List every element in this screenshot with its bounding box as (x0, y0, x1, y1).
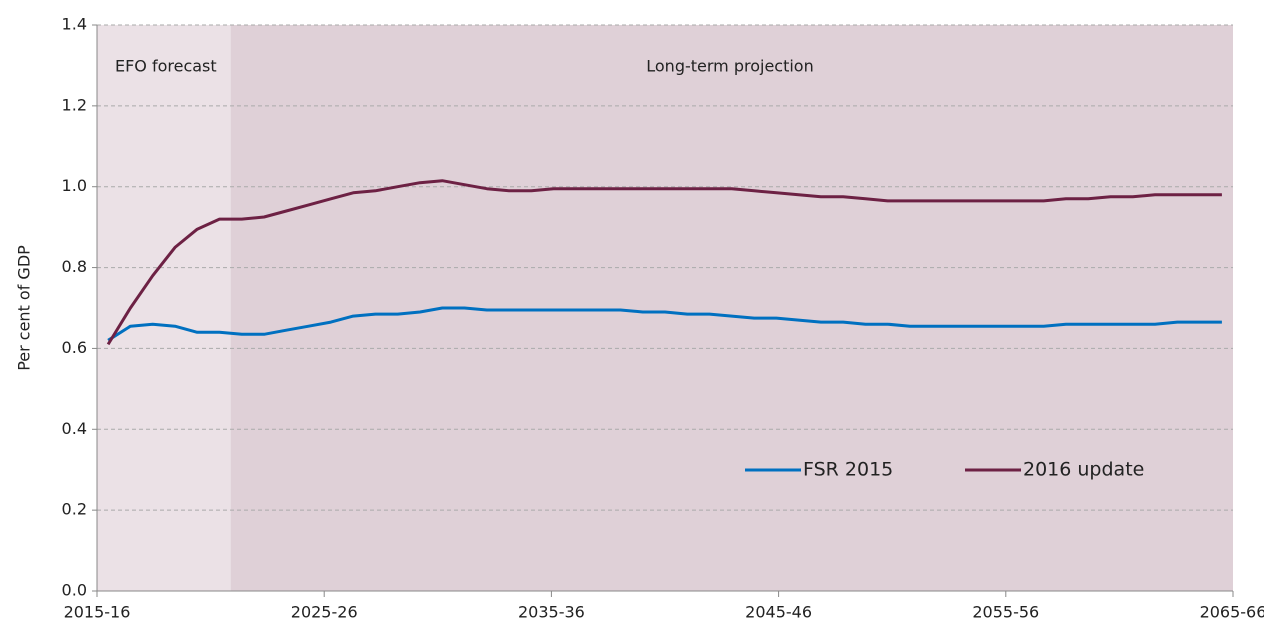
legend-label: FSR 2015 (803, 459, 893, 481)
region-label: Long-term projection (646, 57, 813, 76)
series-line (107, 306, 1222, 342)
x-tick-label: 2035-36 (518, 603, 585, 622)
x-tick-label: 2025-26 (291, 603, 358, 622)
y-tick-label: 1.0 (62, 176, 87, 195)
region-label: EFO forecast (115, 57, 217, 76)
region (97, 25, 231, 591)
x-tick-label: 2055-56 (972, 603, 1039, 622)
series-line (106, 179, 1222, 346)
y-axis-label: Per cent of GDP (15, 245, 34, 371)
y-tick-label: 0.2 (62, 500, 87, 519)
x-tick-label: 2045-46 (745, 603, 812, 622)
y-tick-label: 1.2 (62, 95, 87, 114)
y-tick-label: 0.4 (62, 419, 87, 438)
y-tick-label: 1.4 (62, 15, 87, 34)
region (230, 25, 1233, 591)
y-tick-label: 0.8 (62, 257, 87, 276)
y-tick-label: 0.6 (62, 338, 87, 357)
legend-label: 2016 update (1023, 459, 1144, 481)
y-tick-label: 0.0 (62, 581, 87, 600)
x-tick-label: 2015-16 (64, 603, 131, 622)
x-tick-label: 2065-66 (1200, 603, 1264, 622)
